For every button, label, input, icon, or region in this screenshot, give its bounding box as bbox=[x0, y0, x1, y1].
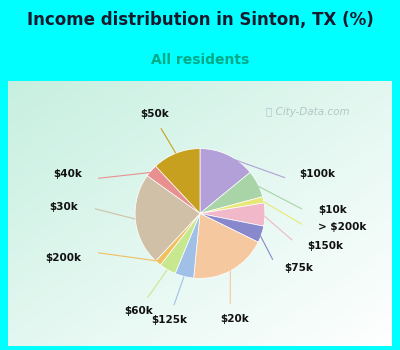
Text: $100k: $100k bbox=[299, 169, 335, 179]
Text: Income distribution in Sinton, TX (%): Income distribution in Sinton, TX (%) bbox=[27, 11, 373, 29]
Wedge shape bbox=[135, 176, 200, 261]
Text: $75k: $75k bbox=[284, 264, 313, 273]
Wedge shape bbox=[160, 214, 200, 273]
Text: $150k: $150k bbox=[307, 240, 343, 251]
Text: > $200k: > $200k bbox=[318, 222, 367, 232]
Text: $50k: $50k bbox=[140, 109, 168, 119]
Text: $40k: $40k bbox=[53, 169, 82, 179]
Wedge shape bbox=[200, 172, 263, 214]
Text: $60k: $60k bbox=[124, 306, 153, 316]
Text: All residents: All residents bbox=[151, 53, 249, 67]
Wedge shape bbox=[156, 149, 200, 214]
Wedge shape bbox=[175, 214, 200, 278]
Text: ⓘ City-Data.com: ⓘ City-Data.com bbox=[266, 107, 349, 117]
Wedge shape bbox=[200, 197, 264, 214]
Wedge shape bbox=[200, 214, 264, 242]
Wedge shape bbox=[200, 149, 250, 214]
Wedge shape bbox=[200, 203, 265, 226]
Text: $20k: $20k bbox=[220, 314, 249, 324]
Text: $10k: $10k bbox=[318, 205, 347, 215]
Wedge shape bbox=[194, 214, 258, 278]
Text: $200k: $200k bbox=[46, 253, 82, 263]
Text: $125k: $125k bbox=[152, 315, 188, 326]
Wedge shape bbox=[147, 166, 200, 214]
Wedge shape bbox=[156, 214, 200, 265]
Text: $30k: $30k bbox=[49, 202, 78, 212]
